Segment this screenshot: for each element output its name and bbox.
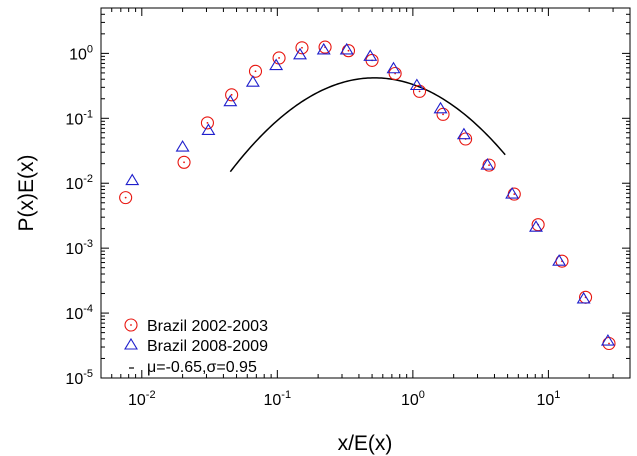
data-point-triangle bbox=[480, 158, 495, 170]
data-point-circle bbox=[295, 41, 309, 55]
legend-marker-circle-dot bbox=[130, 324, 132, 326]
legend-label-fit: μ=-0.65,σ=0.95 bbox=[147, 359, 257, 376]
data-point-triangle bbox=[552, 254, 567, 266]
y-tick-exponent: -4 bbox=[83, 303, 93, 315]
x-tick-exponent: 0 bbox=[419, 389, 425, 401]
y-tick-label: 10-4 bbox=[65, 303, 93, 323]
y-tick-exponent: 0 bbox=[87, 43, 93, 55]
data-point-circle-dot bbox=[230, 93, 233, 96]
data-point-triangle bbox=[293, 47, 307, 60]
data-point-circle bbox=[119, 191, 133, 205]
y-axis-title: P(x)E(x) bbox=[15, 155, 38, 232]
data-point-circle-dot bbox=[347, 49, 350, 52]
data-point-triangle bbox=[505, 187, 520, 199]
y-tick-base: 10 bbox=[69, 46, 87, 63]
data-point-circle bbox=[412, 84, 427, 98]
data-point-circle-dot bbox=[513, 193, 516, 196]
y-tick-base: 10 bbox=[65, 241, 83, 258]
data-point-circle bbox=[318, 40, 332, 54]
data-point-triangle bbox=[245, 75, 260, 87]
data-point-triangle bbox=[433, 101, 448, 114]
y-tick-label: 10-5 bbox=[65, 368, 93, 388]
data-point-circle-dot bbox=[418, 90, 421, 93]
data-point-triangle bbox=[386, 61, 401, 74]
data-point-triangle bbox=[600, 334, 615, 346]
legend-label-series-1: Brazil 2002-2003 bbox=[147, 318, 268, 335]
x-tick-base: 10 bbox=[264, 392, 282, 409]
data-point-circle bbox=[482, 158, 496, 172]
legend-label-series-2: Brazil 2008-2009 bbox=[147, 338, 268, 355]
data-point-triangle bbox=[363, 49, 378, 61]
y-tick-label: 10-1 bbox=[65, 108, 93, 128]
data-point-triangle bbox=[316, 42, 331, 55]
data-point-circle bbox=[177, 155, 191, 169]
data-point-triangle bbox=[456, 127, 471, 140]
data-point-circle bbox=[531, 218, 545, 232]
data-point-circle bbox=[225, 88, 239, 102]
data-point-circle-dot bbox=[442, 113, 444, 116]
data-point-triangle bbox=[125, 173, 140, 186]
lognormal-fit-line bbox=[229, 77, 506, 173]
data-point-triangle bbox=[269, 58, 284, 71]
data-point-circle-dot bbox=[183, 161, 185, 164]
series-layer bbox=[119, 40, 616, 351]
data-point-circle bbox=[388, 66, 402, 81]
data-point-triangle bbox=[409, 78, 424, 91]
y-tick-base: 10 bbox=[65, 176, 83, 193]
x-tick-base: 10 bbox=[536, 392, 554, 409]
data-point-triangle bbox=[201, 123, 216, 135]
data-point-circle bbox=[436, 107, 450, 121]
data-point-triangle bbox=[339, 42, 354, 55]
y-tick-label: 100 bbox=[69, 43, 93, 63]
x-tick-label: 100 bbox=[401, 389, 425, 409]
data-point-circle bbox=[248, 64, 263, 78]
y-tick-exponent: -1 bbox=[83, 108, 93, 120]
x-tick-label: 101 bbox=[536, 389, 560, 409]
legend-marker-circle bbox=[124, 318, 138, 332]
data-point-triangle bbox=[175, 140, 190, 152]
data-point-circle-dot bbox=[608, 342, 610, 345]
y-tick-base: 10 bbox=[65, 111, 83, 128]
x-tick-base: 10 bbox=[401, 392, 419, 409]
y-tick-exponent: -5 bbox=[83, 368, 93, 380]
y-tick-label: 10-2 bbox=[65, 173, 93, 193]
y-tick-exponent: -3 bbox=[83, 238, 93, 250]
data-point-triangle bbox=[576, 291, 591, 304]
x-tick-label: 10-2 bbox=[128, 389, 156, 409]
data-point-circle-dot bbox=[488, 164, 490, 167]
data-point-triangle bbox=[529, 220, 543, 232]
legend: Brazil 2002-2003 Brazil 2008-2009 μ=-0.6… bbox=[124, 318, 268, 376]
data-point-circle-dot bbox=[124, 196, 127, 199]
data-point-circle-dot bbox=[206, 121, 209, 124]
data-point-circle-dot bbox=[301, 46, 303, 49]
x-tick-exponent: -1 bbox=[281, 389, 291, 401]
x-tick-exponent: -2 bbox=[146, 389, 156, 401]
data-point-circle-dot bbox=[254, 70, 257, 73]
y-tick-exponent: -2 bbox=[83, 173, 93, 185]
legend-marker-triangle bbox=[124, 337, 138, 350]
data-point-circle-dot bbox=[278, 57, 280, 59]
legend-item-brazil-2008-2009: Brazil 2008-2009 bbox=[124, 337, 268, 355]
data-point-circle bbox=[200, 116, 214, 130]
x-tick-exponent: 1 bbox=[554, 389, 560, 401]
x-axis-title: x/E(x) bbox=[338, 432, 393, 455]
legend-item-fit-line: μ=-0.65,σ=0.95 bbox=[129, 359, 257, 376]
data-point-triangle bbox=[223, 94, 238, 107]
x-tick-base: 10 bbox=[128, 392, 146, 409]
legend-item-brazil-2002-2003: Brazil 2002-2003 bbox=[124, 318, 268, 335]
y-tick-base: 10 bbox=[65, 371, 83, 388]
y-tick-base: 10 bbox=[65, 306, 83, 323]
x-tick-label: 10-1 bbox=[264, 389, 292, 409]
y-tick-label: 10-3 bbox=[65, 238, 93, 258]
